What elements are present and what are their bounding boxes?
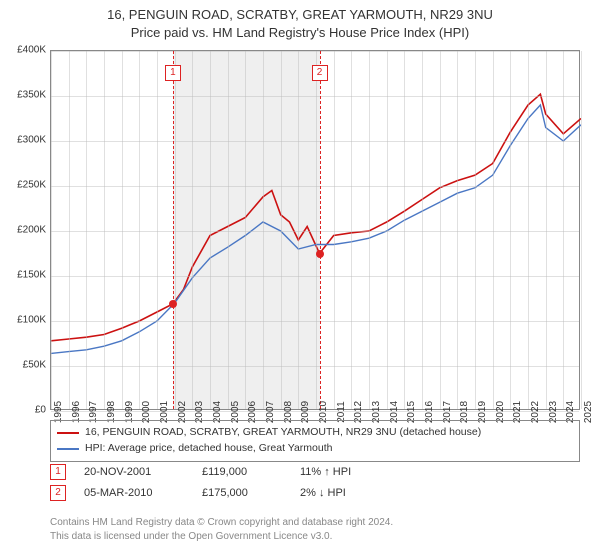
event-date: 20-NOV-2001 xyxy=(84,462,184,483)
gridline-v xyxy=(51,51,52,409)
y-axis-label: £50K xyxy=(23,360,46,371)
gridline-v xyxy=(546,51,547,409)
gridline-v xyxy=(86,51,87,409)
event-delta: 11% ↑ HPI xyxy=(300,462,400,483)
gridline-v xyxy=(228,51,229,409)
title-address: 16, PENGUIN ROAD, SCRATBY, GREAT YARMOUT… xyxy=(0,6,600,24)
legend-item: HPI: Average price, detached house, Grea… xyxy=(57,441,573,457)
event-row: 2 05-MAR-2010 £175,000 2% ↓ HPI xyxy=(50,483,580,504)
marker-line xyxy=(320,51,321,409)
title-subtitle: Price paid vs. HM Land Registry's House … xyxy=(0,24,600,42)
footer-line2: This data is licensed under the Open Gov… xyxy=(50,530,580,544)
legend-label: 16, PENGUIN ROAD, SCRATBY, GREAT YARMOUT… xyxy=(85,425,481,441)
gridline-h xyxy=(51,276,579,277)
y-axis-label: £150K xyxy=(17,270,46,281)
gridline-v xyxy=(245,51,246,409)
gridline-v xyxy=(263,51,264,409)
gridline-v xyxy=(122,51,123,409)
marker-badge: 2 xyxy=(312,65,328,81)
marker-line xyxy=(173,51,174,409)
gridline-v xyxy=(440,51,441,409)
y-axis-label: £0 xyxy=(35,405,46,416)
gridline-v xyxy=(298,51,299,409)
gridline-h xyxy=(51,51,579,52)
marker-badge: 1 xyxy=(165,65,181,81)
marker-dot xyxy=(169,300,177,308)
gridline-h xyxy=(51,231,579,232)
gridline-v xyxy=(422,51,423,409)
gridline-v xyxy=(528,51,529,409)
y-axis-label: £100K xyxy=(17,315,46,326)
gridline-v xyxy=(139,51,140,409)
gridline-v xyxy=(192,51,193,409)
gridline-h xyxy=(51,96,579,97)
gridline-v xyxy=(457,51,458,409)
marker-dot xyxy=(316,250,324,258)
event-row: 1 20-NOV-2001 £119,000 11% ↑ HPI xyxy=(50,462,580,483)
gridline-v xyxy=(69,51,70,409)
gridline-v xyxy=(281,51,282,409)
title-block: 16, PENGUIN ROAD, SCRATBY, GREAT YARMOUT… xyxy=(0,0,600,42)
gridline-h xyxy=(51,366,579,367)
x-axis-label: 2025 xyxy=(583,401,594,423)
legend-swatch xyxy=(57,432,79,434)
gridline-v xyxy=(104,51,105,409)
event-date: 05-MAR-2010 xyxy=(84,483,184,504)
y-axis-label: £350K xyxy=(17,90,46,101)
y-axis-label: £200K xyxy=(17,225,46,236)
gridline-v xyxy=(510,51,511,409)
event-badge: 1 xyxy=(50,464,66,480)
legend-item: 16, PENGUIN ROAD, SCRATBY, GREAT YARMOUT… xyxy=(57,425,573,441)
gridline-v xyxy=(369,51,370,409)
event-price: £119,000 xyxy=(202,462,282,483)
gridline-v xyxy=(493,51,494,409)
gridline-v xyxy=(404,51,405,409)
legend-swatch xyxy=(57,448,79,450)
gridline-v xyxy=(387,51,388,409)
chart-area: 12 £0£50K£100K£150K£200K£250K£300K£350K£… xyxy=(50,50,580,410)
y-axis-label: £250K xyxy=(17,180,46,191)
events-table: 1 20-NOV-2001 £119,000 11% ↑ HPI 2 05-MAR-201… xyxy=(50,462,580,504)
gridline-h xyxy=(51,321,579,322)
event-badge: 2 xyxy=(50,485,66,501)
gridline-v xyxy=(210,51,211,409)
chart-container: 16, PENGUIN ROAD, SCRATBY, GREAT YARMOUT… xyxy=(0,0,600,560)
plot: 12 xyxy=(50,50,580,410)
legend: 16, PENGUIN ROAD, SCRATBY, GREAT YARMOUT… xyxy=(50,420,580,462)
gridline-v xyxy=(157,51,158,409)
footer: Contains HM Land Registry data © Crown c… xyxy=(50,516,580,543)
y-axis-label: £400K xyxy=(17,45,46,56)
event-delta: 2% ↓ HPI xyxy=(300,483,400,504)
gridline-v xyxy=(175,51,176,409)
y-axis-label: £300K xyxy=(17,135,46,146)
gridline-v xyxy=(316,51,317,409)
gridline-v xyxy=(351,51,352,409)
legend-label: HPI: Average price, detached house, Grea… xyxy=(85,441,332,457)
footer-line1: Contains HM Land Registry data © Crown c… xyxy=(50,516,580,530)
gridline-v xyxy=(581,51,582,409)
gridline-v xyxy=(475,51,476,409)
gridline-v xyxy=(563,51,564,409)
gridline-h xyxy=(51,141,579,142)
gridline-v xyxy=(334,51,335,409)
event-price: £175,000 xyxy=(202,483,282,504)
gridline-h xyxy=(51,186,579,187)
